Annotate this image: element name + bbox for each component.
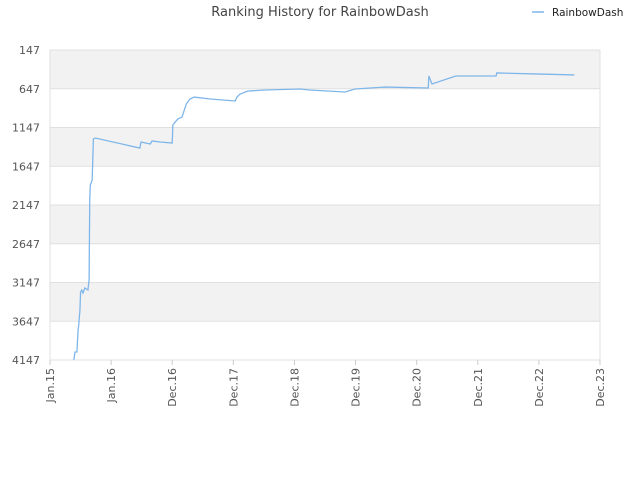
x-tick-label: Jan.15 bbox=[44, 368, 57, 403]
y-tick-label: 1647 bbox=[12, 160, 40, 173]
y-tick-label: 3147 bbox=[12, 277, 40, 290]
y-tick-label: 2147 bbox=[12, 199, 40, 212]
x-tick-label: Dec.18 bbox=[288, 368, 301, 407]
grid-band bbox=[50, 50, 600, 89]
grid-band bbox=[50, 282, 600, 322]
legend-label: RainbowDash bbox=[552, 7, 623, 19]
x-tick-label: Dec.22 bbox=[533, 368, 546, 407]
x-tick-label: Dec.23 bbox=[594, 368, 607, 407]
grid-band bbox=[50, 127, 600, 167]
y-tick-label: 2647 bbox=[12, 238, 40, 251]
y-tick-label: 4147 bbox=[12, 354, 40, 367]
y-tick-label: 3647 bbox=[12, 315, 40, 328]
x-tick-label: Jan.16 bbox=[105, 368, 118, 403]
x-tick-label: Dec.16 bbox=[166, 368, 179, 407]
x-tick-label: Dec.20 bbox=[411, 368, 424, 407]
chart-title: Ranking History for RainbowDash bbox=[211, 5, 429, 20]
y-tick-label: 147 bbox=[19, 44, 40, 57]
plot-frame bbox=[49, 49, 601, 361]
grid-band bbox=[50, 205, 600, 244]
x-tick-label: Dec.19 bbox=[350, 368, 363, 407]
y-tick-label: 1147 bbox=[12, 122, 40, 135]
x-tick-label: Dec.21 bbox=[472, 368, 485, 407]
y-tick-label: 647 bbox=[19, 83, 40, 96]
series-line bbox=[73, 72, 575, 361]
x-tick-label: Dec.17 bbox=[227, 368, 240, 407]
